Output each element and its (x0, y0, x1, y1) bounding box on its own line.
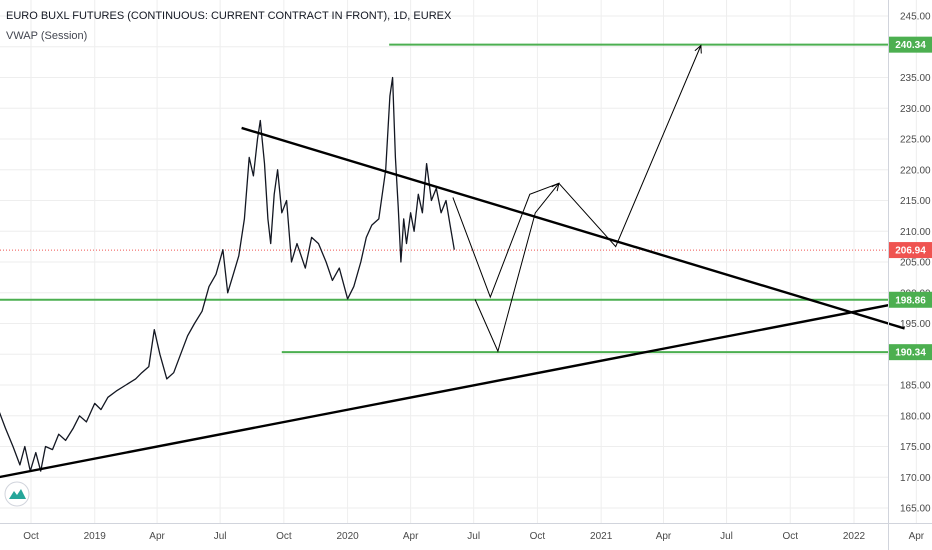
x-tick-label: Jul (467, 531, 480, 542)
x-tick-label: Oct (530, 531, 546, 542)
chart-title: EURO BUXL FUTURES (CONTINUOUS: CURRENT C… (6, 10, 452, 22)
x-tick-label: Oct (23, 531, 39, 542)
x-tick-label: Oct (276, 531, 292, 542)
support-upper-tag-label: 198.86 (895, 295, 926, 306)
y-tick-label: 245.00 (900, 12, 931, 23)
support-lower-tag-label: 190.34 (895, 348, 926, 359)
projection-path-deep-arrowhead (551, 182, 560, 192)
y-tick-label: 235.00 (900, 73, 931, 84)
x-tick-label: Apr (149, 531, 165, 542)
resistance-tag (889, 36, 932, 53)
last-price-tag-label: 206.94 (895, 246, 926, 257)
projection-path-deep (474, 182, 560, 353)
support-lower-tag (889, 344, 932, 361)
last-price-tag (889, 242, 932, 259)
time-axis[interactable]: Oct 2019 Apr Jul Oct 2020 Apr Jul Oct 2021 Apr Jul O… (0, 523, 932, 543)
x-tick-label: Apr (656, 531, 672, 542)
projection-path-short (452, 45, 702, 299)
horizontal-levels (0, 43, 888, 354)
x-tick-label: 2019 (84, 531, 107, 542)
resistance-tag-label: 240.34 (895, 40, 926, 51)
projection-paths-group (452, 44, 702, 353)
y-tick-label: 210.00 (900, 227, 931, 238)
projection-path-short-arrowhead (694, 44, 702, 54)
y-tick-label: 230.00 (900, 104, 931, 115)
chart-grid (0, 0, 917, 523)
indicator-label: VWAP (Session) (6, 30, 88, 42)
y-tick-label: 220.00 (900, 165, 931, 176)
price-series-group (0, 76, 455, 472)
y-tick-label: 205.00 (900, 258, 931, 269)
y-tick-label: 215.00 (900, 196, 931, 207)
support-upper-tag (889, 291, 932, 308)
price-axis[interactable]: 165.00170.00175.00180.00185.00190.00195.… (888, 0, 932, 550)
x-tick-label: 2021 (590, 531, 613, 542)
y-tick-label: 195.00 (900, 319, 931, 330)
x-tick-label: 2022 (843, 531, 866, 542)
trendlines-group (0, 126, 917, 479)
x-tick-label: Jul (214, 531, 227, 542)
x-tick-label: 2020 (336, 531, 359, 542)
y-tick-label: 170.00 (900, 473, 931, 484)
ascending-trendline (0, 298, 917, 479)
x-tick-label: Apr (909, 531, 925, 542)
y-tick-label: 185.00 (900, 381, 931, 392)
tradingview-logo-icon[interactable] (4, 481, 30, 507)
descending-trendline (241, 126, 905, 330)
y-tick-label: 165.00 (900, 504, 931, 515)
x-tick-label: Apr (403, 531, 419, 542)
x-tick-label: Jul (720, 531, 733, 542)
y-tick-label: 175.00 (900, 442, 931, 453)
y-tick-label: 180.00 (900, 411, 931, 422)
x-tick-label: Oct (782, 531, 798, 542)
y-tick-label: 225.00 (900, 135, 931, 146)
price-series-line (0, 76, 455, 472)
